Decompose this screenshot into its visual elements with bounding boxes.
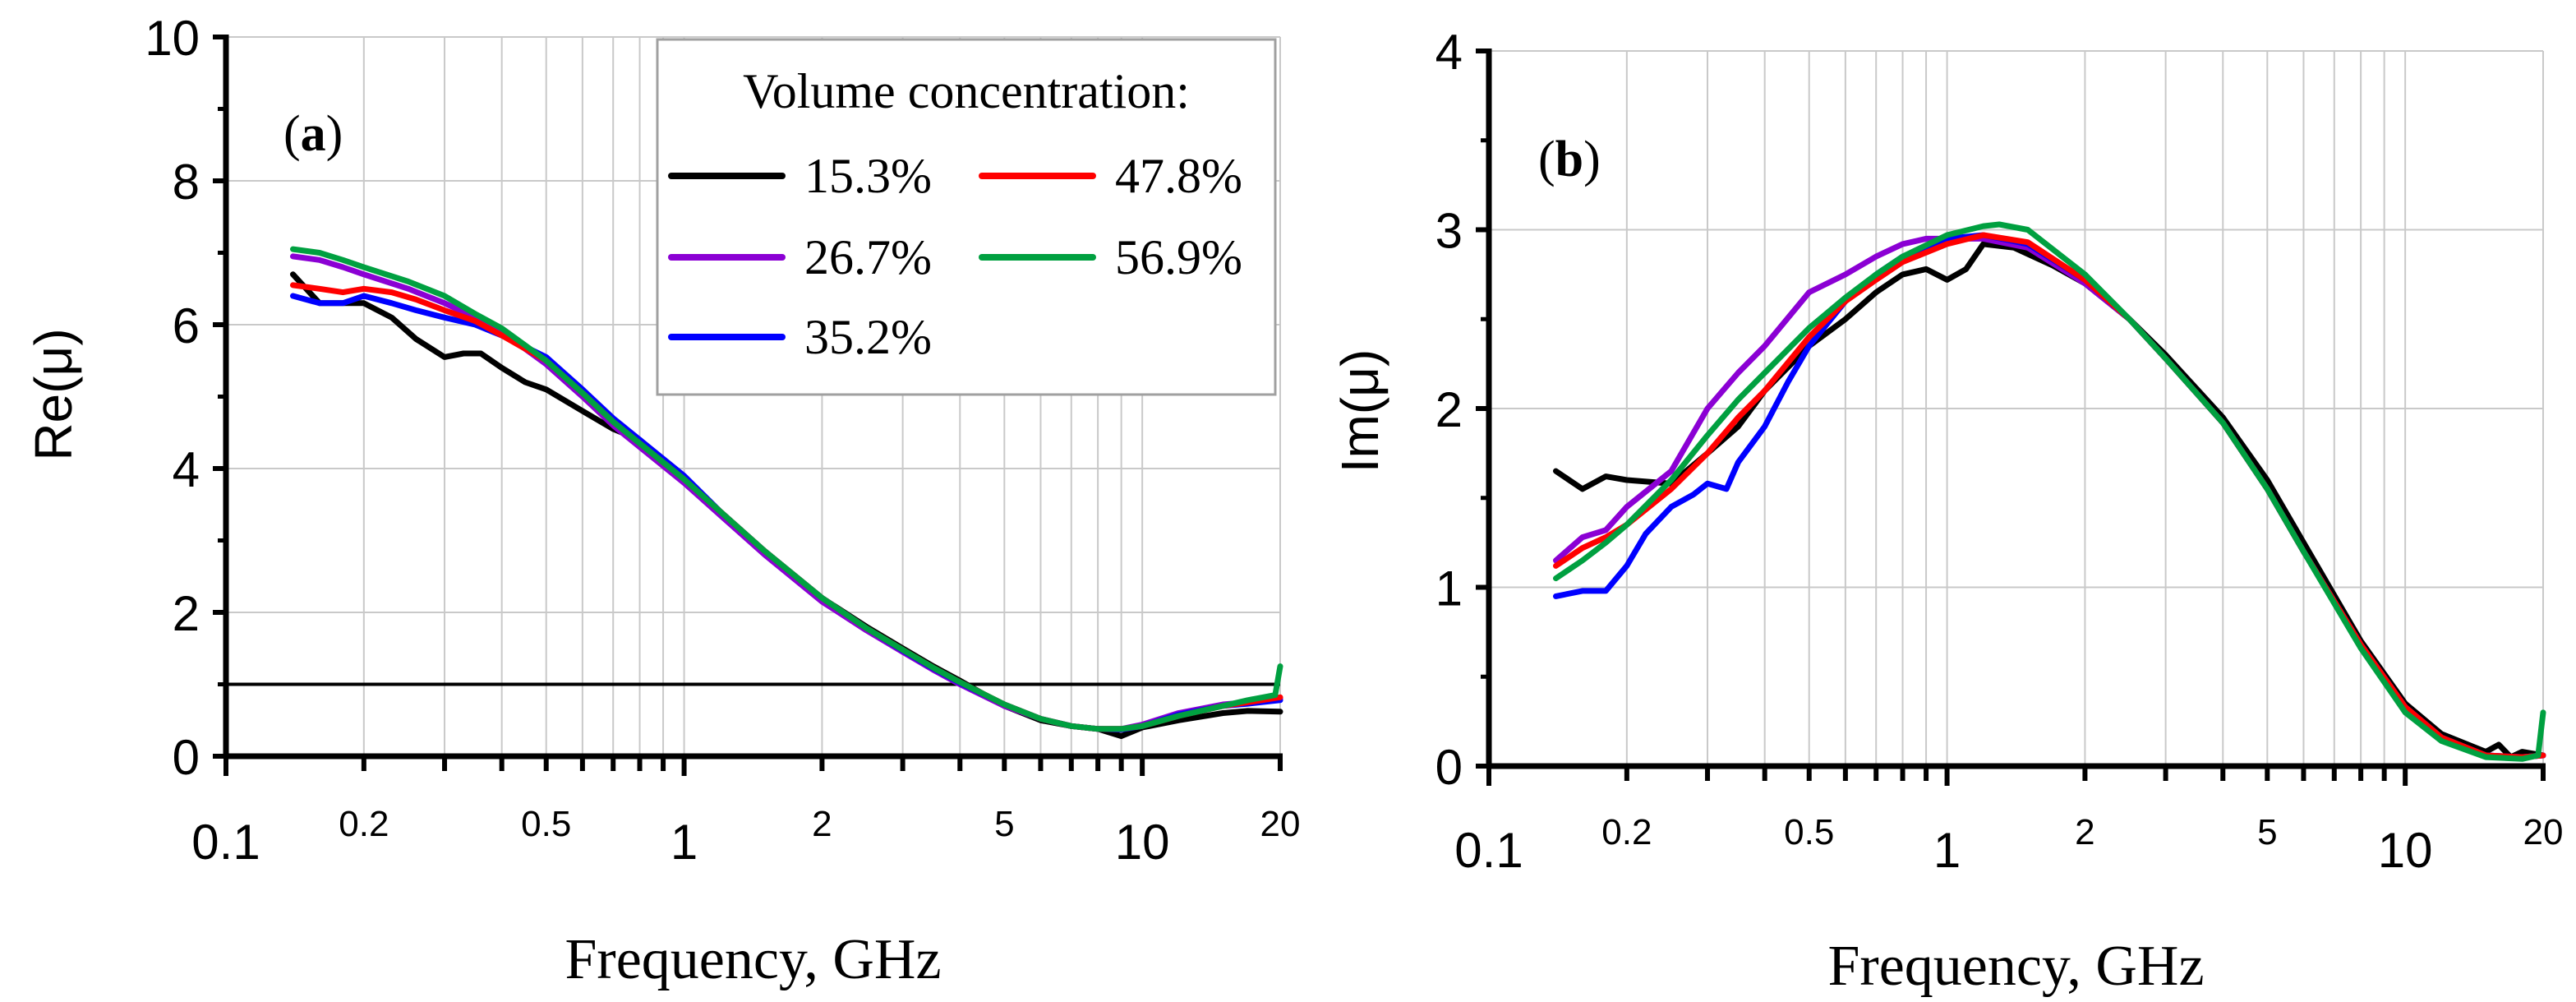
series-line-56.9%	[1553, 221, 2546, 762]
series-line-47.8%	[1553, 232, 2546, 760]
x-minor-tick-label: 2	[812, 804, 832, 844]
y-axis-title: Re(μ)	[24, 328, 83, 460]
legend-label: 56.9%	[1115, 230, 1242, 284]
legend-label: 26.7%	[804, 230, 932, 284]
y-tick-label: 0	[1435, 740, 1463, 795]
x-minor-tick-label: 0.5	[521, 804, 571, 844]
legend-title: Volume concentration:	[743, 64, 1190, 118]
x-minor-tick-label: 20	[2523, 812, 2564, 852]
panel-tag-open: (	[283, 106, 301, 162]
panel-tag-close: )	[326, 106, 343, 162]
x-tick-label: 10	[2378, 823, 2433, 878]
panel-a: 0 2 4 6 8 10 0.1 1 10 0.2 0.5 2 5 20 Frequency, GHz Re(…	[24, 11, 1300, 991]
y-tick-label: 1	[1435, 561, 1463, 616]
panel-tag: (a)	[283, 106, 343, 162]
series-line-15.3%	[1553, 241, 2546, 760]
legend-label: 47.8%	[1115, 149, 1242, 203]
y-tick-label: 3	[1435, 204, 1463, 259]
y-tick-label: 6	[173, 298, 200, 353]
y-tick-label: 4	[1435, 25, 1463, 80]
series-group	[1553, 221, 2546, 762]
y-tick-label: 4	[173, 442, 200, 497]
panel-tag-letter: a	[301, 106, 326, 162]
x-minor-tick-label: 0.2	[1601, 812, 1652, 852]
x-minor-tick-label: 2	[2075, 812, 2094, 852]
x-tick-label: 1	[1933, 823, 1961, 878]
x-tick-label: 1	[670, 815, 698, 870]
legend: Volume concentration: 15.3% 26.7% 35.2% 47.8…	[656, 38, 1277, 396]
x-tick-label: 0.1	[191, 815, 260, 870]
y-tick-label: 0	[173, 730, 200, 785]
x-minor-tick-label: 0.5	[1784, 812, 1834, 852]
y-tick-label: 10	[145, 11, 200, 66]
x-tick-label: 10	[1115, 815, 1170, 870]
panel-tag-close: )	[1583, 132, 1601, 187]
grid	[1489, 50, 2544, 766]
x-minor-tick-label: 5	[2257, 812, 2277, 852]
panel-b: 0 1 2 3 4 0.1 1 10 0.2 0.5 2 5 20 Frequency, GHz Im(μ)…	[1330, 25, 2563, 998]
x-minor-tick-label: 20	[1260, 804, 1301, 844]
y-axis-title: Im(μ)	[1330, 349, 1389, 473]
legend-label: 15.3%	[804, 149, 932, 203]
panel-tag-letter: b	[1555, 132, 1583, 187]
y-tick-label: 2	[173, 586, 200, 641]
x-tick-label: 0.1	[1454, 823, 1523, 878]
y-tick-label: 8	[173, 155, 200, 210]
x-axis-title: Frequency, GHz	[565, 928, 941, 991]
x-minor-tick-label: 0.2	[339, 804, 389, 844]
panel-tag-open: (	[1538, 132, 1555, 187]
series-line-26.7%	[1553, 235, 2546, 760]
legend-label: 35.2%	[804, 310, 932, 364]
x-minor-tick-label: 5	[994, 804, 1014, 844]
series-line-56.9%	[290, 246, 1283, 732]
x-axis-title: Frequency, GHz	[1827, 935, 2204, 998]
series-group	[290, 246, 1283, 739]
panel-tag: (b)	[1538, 132, 1601, 187]
series-line-35.2%	[1553, 232, 2546, 760]
y-tick-label: 2	[1435, 382, 1463, 437]
